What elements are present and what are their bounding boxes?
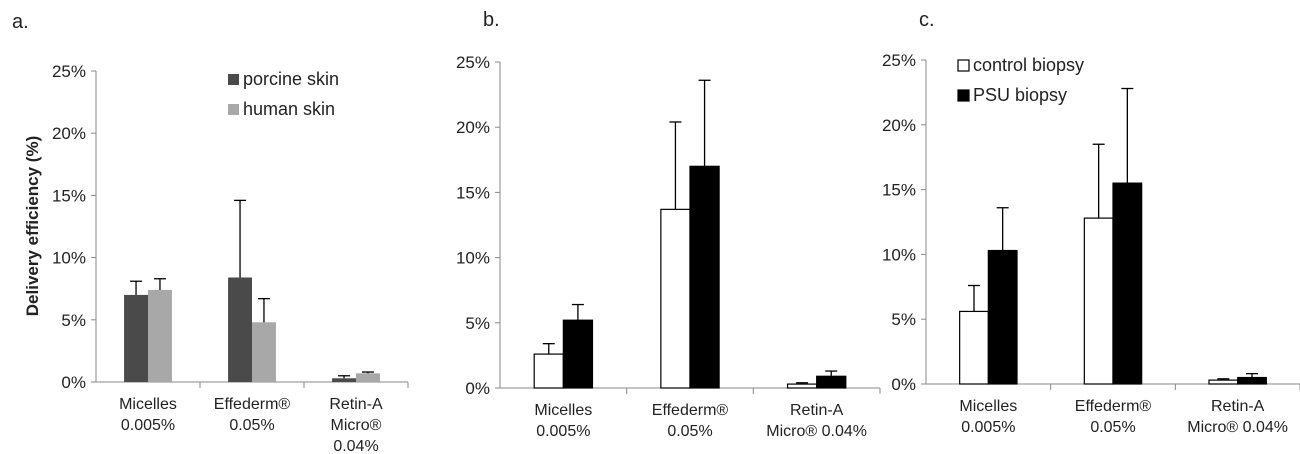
x-tick-label: 0.005% (121, 417, 175, 434)
y-tick-label: 5% (465, 314, 490, 333)
x-tick-label: 0.05% (229, 417, 274, 434)
bar (562, 319, 594, 389)
legend-swatch (957, 89, 970, 102)
bar (148, 289, 172, 382)
y-tick-label: 20% (456, 118, 490, 137)
y-tick-label: 10% (52, 249, 86, 268)
legend-label: control biopsy (973, 55, 1084, 75)
legend-label: PSU biopsy (973, 85, 1067, 105)
panel-c: c. 0% 5% 10% 15% 20% 25% Micelles 0.005% Effederm… (882, 9, 1300, 436)
y-tick-label: 15% (52, 186, 86, 205)
legend-label: human skin (243, 99, 335, 119)
panel-label: c. (919, 9, 935, 31)
bar (1237, 376, 1267, 385)
bar (1112, 182, 1143, 385)
bar (689, 165, 720, 389)
bar (533, 353, 564, 389)
y-tick-label: 25% (882, 51, 916, 70)
x-tick-label: Micelles (534, 402, 592, 419)
y-tick-label: 0% (465, 379, 490, 398)
y-tick-label: 25% (456, 53, 490, 72)
bar (786, 383, 818, 389)
legend-swatch (957, 59, 970, 72)
x-tick-label: Retin-A (790, 402, 844, 419)
panel-a: a. 0% 5% 10% 15% 20% 25% Delivery efficiency (%… (12, 11, 409, 454)
y-tick-label: 10% (456, 249, 490, 268)
bar (332, 378, 356, 382)
x-tick-label: Micelles (959, 398, 1017, 415)
y-tick-label: 5% (61, 311, 86, 330)
legend-label: porcine skin (243, 69, 339, 89)
bar (1208, 379, 1239, 385)
y-axis-title: Delivery efficiency (%) (23, 136, 42, 316)
panel-label: b. (483, 9, 500, 31)
y-tick-label: 0% (891, 375, 916, 394)
x-tick-label: 0.05% (1090, 419, 1135, 436)
x-tick-label: Effederm® (1075, 398, 1152, 415)
y-tick-label: 15% (882, 181, 916, 200)
x-tick-label: Retin-A (329, 396, 383, 413)
y-tick-label: 0% (61, 373, 86, 392)
y-tick-label: 20% (52, 124, 86, 143)
bar (228, 277, 252, 382)
x-tick-label: Micro® (331, 417, 382, 434)
bar (660, 208, 691, 389)
x-tick-label: 0.04% (333, 438, 378, 454)
x-tick-label: Effederm® (652, 402, 729, 419)
y-tick-label: 25% (52, 62, 86, 81)
x-tick-label: Micro® 0.04% (1187, 419, 1288, 436)
x-tick-label: Retin-A (1211, 398, 1265, 415)
y-tick-label: 20% (882, 116, 916, 135)
y-tick-label: 15% (456, 183, 490, 202)
y-tick-label: 10% (882, 245, 916, 264)
panel-label: a. (12, 11, 29, 33)
x-tick-label: Micelles (119, 396, 177, 413)
x-tick-label: 0.005% (536, 423, 590, 440)
bar (1083, 217, 1114, 385)
bar (987, 249, 1018, 385)
bar (816, 375, 847, 389)
bar (252, 322, 276, 382)
bar (959, 310, 989, 385)
y-tick-label: 5% (891, 310, 916, 329)
x-tick-label: 0.005% (961, 419, 1015, 436)
legend-swatch (228, 104, 239, 115)
x-tick-label: Effederm® (214, 396, 291, 413)
bar (356, 373, 380, 382)
legend-swatch (228, 74, 239, 85)
x-tick-label: 0.05% (667, 423, 712, 440)
panel-b: b. 0% 5% 10% 15% 20% 25% Micelles 0.005% Effederm… (456, 9, 881, 440)
bar (124, 294, 148, 382)
x-tick-label: Micro® 0.04% (766, 423, 867, 440)
